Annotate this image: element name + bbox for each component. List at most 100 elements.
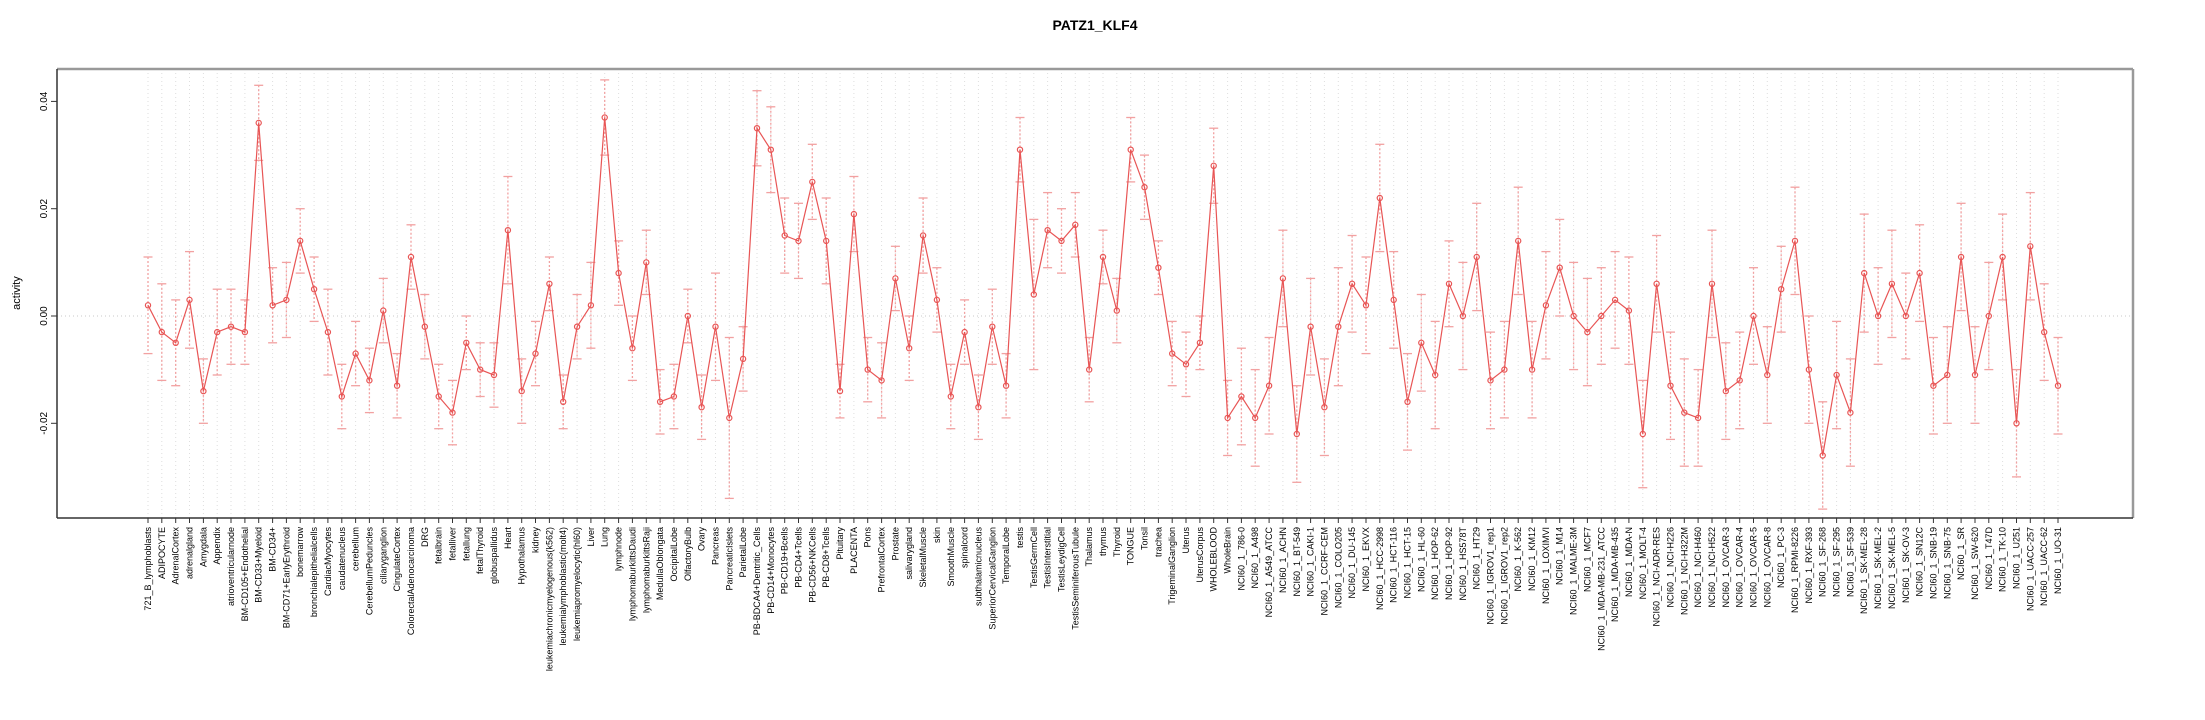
data-point-marker [393,382,401,389]
x-tick-label: NCI60_1_MOLT-4 [1638,527,1648,599]
x-tick-label: NCI60_1_HOP-62 [1430,527,1440,600]
x-tick-label: spinalcord [960,527,970,568]
data-point-marker [1182,361,1190,368]
x-tick-label: PrefrontalCortex [877,527,887,593]
x-tick-label: NCI60_1_UACC-257 [2025,527,2035,611]
x-tick-label: Uterus [1181,527,1191,554]
x-tick-label: NCI60_1_HCT-15 [1403,527,1413,599]
x-tick-label: caudatenucleus [337,527,347,591]
data-point-marker [726,414,733,422]
data-point-marker [1002,382,1010,389]
x-tick-label: NCI60_1_MDA-N [1624,527,1634,597]
x-tick-label: PB-CD56+NKCells [807,527,817,603]
x-tick-label: BM-CD105+Endothelial [240,527,250,621]
x-tick-label: NCI60_1_HT29 [1472,527,1482,590]
data-point-marker [906,345,913,352]
data-point-marker [1694,414,1702,422]
x-tick-label: NCI60_1_SNB-19 [1928,527,1938,599]
data-point-marker [1238,393,1245,400]
x-tick-label: NCI60_1_SR [1956,527,1966,581]
x-tick-label: NCI60_1_PC-3 [1776,527,1786,588]
x-tick-label: NCI60_1_OVCAR-5 [1749,527,1759,608]
x-tick-label: salivarygland [904,527,914,580]
x-tick-label: atrioventricularnode [226,527,236,606]
data-point-marker [1113,307,1121,314]
data-point-marker [1390,296,1397,304]
data-point-marker [1957,253,1965,261]
data-point-marker [1860,269,1868,277]
x-tick-label: leukemiapromyelocytic(hl60) [572,527,582,641]
x-tick-label: NCI60_1_U251 [2012,527,2022,589]
data-point-marker [1985,312,1993,320]
data-point-marker [213,328,221,336]
data-point-marker [1362,302,1370,309]
data-point-marker [1099,253,1107,261]
data-point-marker [241,328,249,336]
x-tick-label: NCI60_1_CCRF-CEM [1319,527,1329,616]
x-tick-label: Heart [503,527,513,550]
data-point-marker [1459,312,1467,320]
x-tick-label: 721_B_lymphoblasts [143,527,153,611]
data-point-marker [1667,382,1674,389]
x-tick-label: Amygdala [198,527,208,567]
x-tick-label: NCI60_1_OVCAR-8 [1762,527,1772,608]
data-point-marker [1487,377,1494,384]
x-tick-label: CerebellumPeduncles [364,527,374,616]
data-point-marker [227,323,235,330]
data-point-marker [809,178,816,186]
data-point-marker [1722,387,1730,395]
data-point-marker [892,275,899,282]
x-tick-label: ciliaryganglion [378,527,388,584]
x-tick-label: NCI60_1_IGROV1_rep1 [1486,527,1496,625]
x-tick-label: trachea [1153,527,1163,557]
x-tick-label: NCI60_1_CAKI-1 [1306,527,1316,597]
data-point-marker [532,350,539,357]
data-point-marker [1681,409,1688,416]
x-tick-label: SmoothMuscle [946,527,956,587]
x-tick-label: NCI60_1_786-0 [1236,527,1246,591]
data-point-marker [1971,371,1979,379]
x-tick-label: MedullaOblongata [655,527,665,600]
x-tick-label: BM-CD33+Myeloid [254,527,264,603]
data-point-marker [850,210,858,218]
x-tick-label: ADIPOCYTE [157,527,167,579]
data-point-marker [1556,264,1563,271]
x-tick-label: NCI60_1_NCI-H460 [1693,527,1703,608]
y-tick-label: -0.02 [39,411,50,434]
data-point-marker [712,323,719,330]
data-point-marker [698,404,705,411]
x-tick-label: CingulateCortex [392,527,402,592]
data-point-marker [1030,291,1038,298]
data-point-marker [1307,323,1314,330]
data-point-marker [1141,183,1148,191]
x-tick-label: Pituitary [835,527,845,560]
data-point-marker [435,393,442,400]
data-point-marker [573,323,581,330]
axes [51,69,2133,523]
data-point-marker [1611,296,1619,304]
data-point-marker [823,237,830,245]
x-tick-label: NCI60_1_SN12C [1915,527,1925,597]
x-tick-label: AdrenalCortex [171,527,181,585]
x-tick-label: NCI60_1_A549_ATCC [1264,527,1274,618]
x-tick-label: PancreaticIslets [724,527,734,591]
x-tick-label: NCI60_1_SF-268 [1818,527,1828,597]
x-tick-label: fetalThyroid [475,527,485,574]
x-tick-label: NCI60_1_KM12 [1527,527,1537,591]
data-point-marker [1335,323,1342,330]
x-tick-label: Pancreas [711,527,721,566]
data-point-marker [1598,312,1605,320]
data-point-marker [352,350,359,357]
data-point-marker [477,366,484,373]
x-tick-label: BM-CD34+ [268,527,278,572]
x-tick-label: Thyroid [1112,527,1122,557]
data-point-marker [1473,253,1480,261]
x-tick-label: NCI60_1_HCC-2998 [1375,527,1385,610]
x-tick-label: Tonsil [1140,527,1150,550]
x-tick-label: Ovary [697,527,707,552]
x-tick-label: WHOLEBLOOD [1209,527,1219,592]
data-point-marker [1445,280,1453,287]
data-point-marker [366,377,373,384]
